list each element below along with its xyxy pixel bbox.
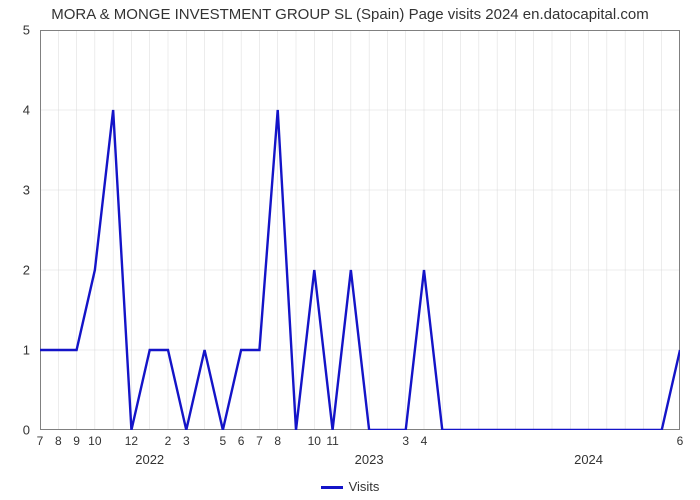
x-tick-label: 6	[677, 434, 684, 448]
y-tick-label: 3	[0, 183, 30, 198]
x-tick-label: 6	[238, 434, 245, 448]
x-tick-label: 8	[274, 434, 281, 448]
x-tick-label: 9	[73, 434, 80, 448]
x-tick-label: 11	[326, 434, 338, 448]
x-tick-label: 5	[220, 434, 227, 448]
y-tick-label: 1	[0, 343, 30, 358]
y-tick-label: 5	[0, 23, 30, 38]
x-tick-label: 12	[125, 434, 138, 448]
y-tick-label: 2	[0, 263, 30, 278]
x-year-label: 2023	[355, 452, 384, 467]
x-tick-label: 3	[183, 434, 190, 448]
x-year-label: 2024	[574, 452, 603, 467]
x-tick-label: 7	[37, 434, 44, 448]
legend-label: Visits	[349, 479, 380, 494]
y-tick-label: 0	[0, 423, 30, 438]
legend-swatch	[321, 486, 343, 489]
x-tick-label: 8	[55, 434, 62, 448]
x-tick-label: 3	[402, 434, 409, 448]
y-tick-label: 4	[0, 103, 30, 118]
x-tick-label: 10	[308, 434, 321, 448]
x-tick-label: 7	[256, 434, 263, 448]
chart-plot	[40, 30, 680, 430]
x-tick-label: 10	[88, 434, 101, 448]
chart-title: MORA & MONGE INVESTMENT GROUP SL (Spain)…	[0, 6, 700, 23]
x-tick-label: 4	[421, 434, 428, 448]
x-year-label: 2022	[135, 452, 164, 467]
chart-legend: Visits	[0, 479, 700, 494]
x-tick-label: 2	[165, 434, 172, 448]
